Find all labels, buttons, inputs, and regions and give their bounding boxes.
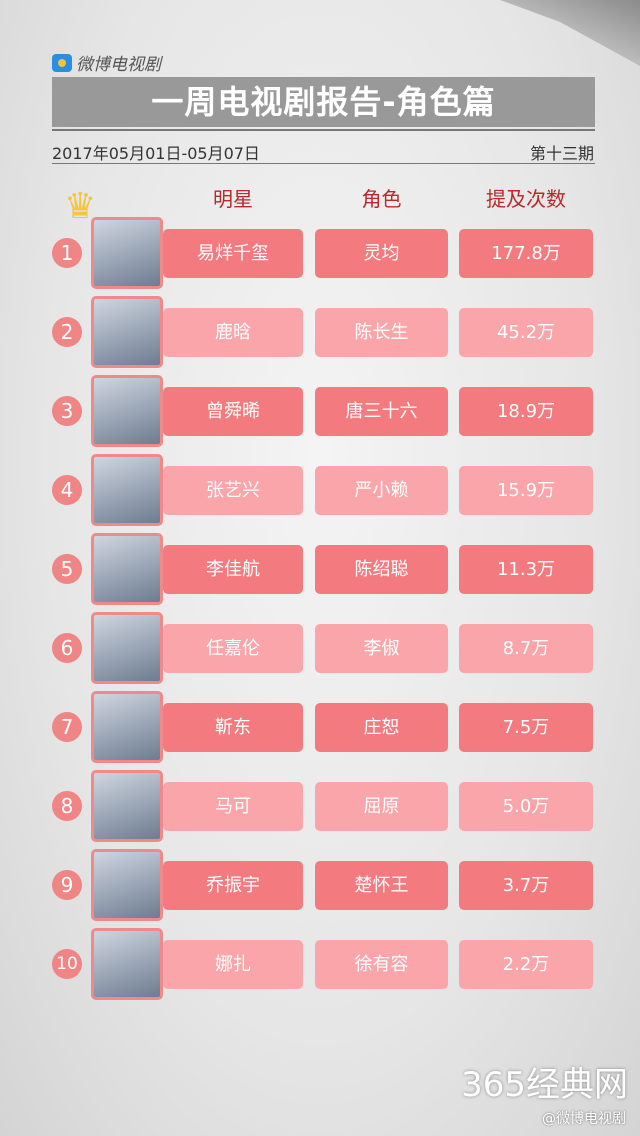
ranking-row: 2 鹿晗 陈长生 45.2万 xyxy=(0,296,640,368)
ranking-row: 9 乔振宇 楚怀王 3.7万 xyxy=(0,849,640,921)
watermark-sub: @微博电视剧 xyxy=(542,1111,626,1127)
star-name: 靳东 xyxy=(163,703,303,752)
divider xyxy=(52,129,595,131)
divider xyxy=(52,163,595,164)
avatar xyxy=(91,217,163,289)
rank-badge: 5 xyxy=(52,554,82,584)
star-name: 易烊千玺 xyxy=(163,229,303,278)
ranking-row: 8 马可 屈原 5.0万 xyxy=(0,770,640,842)
star-name: 娜扎 xyxy=(163,940,303,989)
ranking-row: 3 曾舜晞 唐三十六 18.9万 xyxy=(0,375,640,447)
role-name: 严小赖 xyxy=(315,466,448,515)
header-mentions: 提及次数 xyxy=(486,187,566,211)
mention-count: 11.3万 xyxy=(459,545,593,594)
role-name: 灵均 xyxy=(315,229,448,278)
avatar xyxy=(91,375,163,447)
rank-badge: 2 xyxy=(52,317,82,347)
ranking-row: 7 靳东 庄恕 7.5万 xyxy=(0,691,640,763)
avatar xyxy=(91,849,163,921)
avatar xyxy=(91,612,163,684)
avatar xyxy=(91,691,163,763)
star-name: 乔振宇 xyxy=(163,861,303,910)
avatar xyxy=(91,770,163,842)
rank-badge: 10 xyxy=(52,949,82,979)
rank-badge: 7 xyxy=(52,712,82,742)
mention-count: 7.5万 xyxy=(459,703,593,752)
rank-badge: 6 xyxy=(52,633,82,663)
date-range: 2017年05月01日-05月07日 xyxy=(52,144,260,163)
role-name: 楚怀王 xyxy=(315,861,448,910)
role-name: 徐有容 xyxy=(315,940,448,989)
star-name: 张艺兴 xyxy=(163,466,303,515)
rank-badge: 4 xyxy=(52,475,82,505)
brand: 微博电视剧 xyxy=(52,50,161,75)
mention-count: 3.7万 xyxy=(459,861,593,910)
role-name: 陈绍聪 xyxy=(315,545,448,594)
mention-count: 8.7万 xyxy=(459,624,593,673)
watermark: 365经典网 xyxy=(461,1065,628,1105)
mention-count: 18.9万 xyxy=(459,387,593,436)
brand-name: 微博电视剧 xyxy=(76,55,161,75)
avatar xyxy=(91,454,163,526)
mention-count: 5.0万 xyxy=(459,782,593,831)
mention-count: 2.2万 xyxy=(459,940,593,989)
rank-badge: 3 xyxy=(52,396,82,426)
header-role: 角色 xyxy=(361,187,402,211)
avatar xyxy=(91,296,163,368)
weibo-tv-logo-icon xyxy=(52,53,72,72)
ranking-row: 4 张艺兴 严小赖 15.9万 xyxy=(0,454,640,526)
page-title: 一周电视剧报告-角色篇 xyxy=(52,77,595,127)
rank-badge: 1 xyxy=(52,238,82,268)
star-name: 李佳航 xyxy=(163,545,303,594)
issue-number: 第十三期 xyxy=(529,144,594,163)
crown-icon: ♛ xyxy=(64,186,97,227)
mention-count: 45.2万 xyxy=(459,308,593,357)
star-name: 马可 xyxy=(163,782,303,831)
ranking-row: 1 易烊千玺 灵均 177.8万 xyxy=(0,217,640,289)
rank-badge: 9 xyxy=(52,870,82,900)
role-name: 唐三十六 xyxy=(315,387,448,436)
avatar xyxy=(91,928,163,1000)
ranking-row: 10 娜扎 徐有容 2.2万 xyxy=(0,928,640,1000)
mention-count: 177.8万 xyxy=(459,229,593,278)
star-name: 任嘉伦 xyxy=(163,624,303,673)
role-name: 屈原 xyxy=(315,782,448,831)
role-name: 陈长生 xyxy=(315,308,448,357)
header-star: 明星 xyxy=(213,187,253,211)
role-name: 李俶 xyxy=(315,624,448,673)
avatar xyxy=(91,533,163,605)
star-name: 鹿晗 xyxy=(163,308,303,357)
mention-count: 15.9万 xyxy=(459,466,593,515)
role-name: 庄恕 xyxy=(315,703,448,752)
star-name: 曾舜晞 xyxy=(163,387,303,436)
ranking-row: 6 任嘉伦 李俶 8.7万 xyxy=(0,612,640,684)
rank-badge: 8 xyxy=(52,791,82,821)
ranking-row: 5 李佳航 陈绍聪 11.3万 xyxy=(0,533,640,605)
